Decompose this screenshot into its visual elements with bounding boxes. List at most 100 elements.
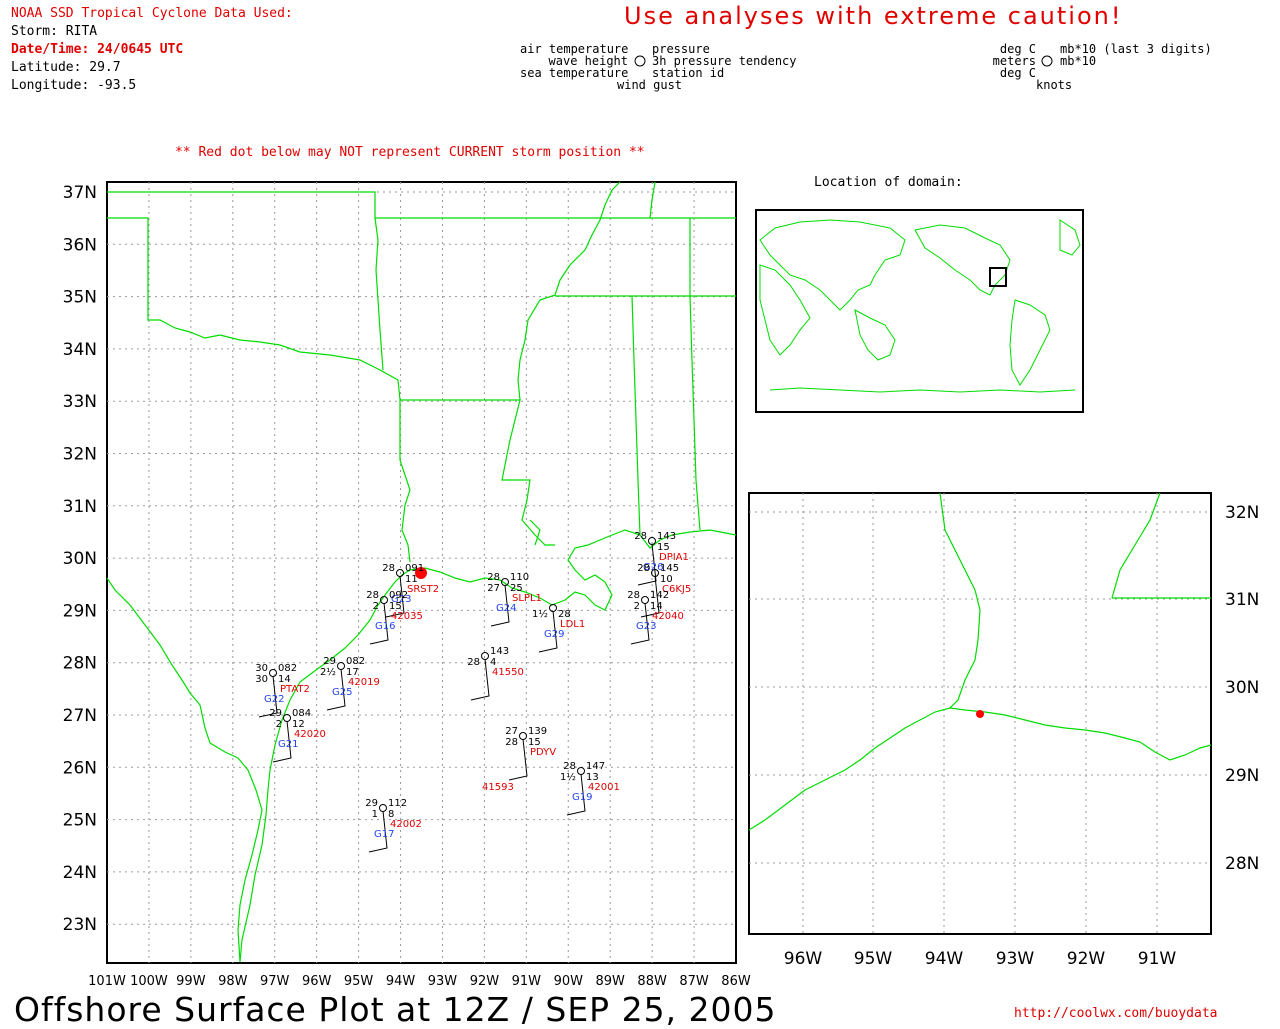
station-gust: G23: [636, 621, 656, 632]
lat-tick-label: 32N: [63, 445, 97, 465]
station-id: SRST2: [407, 584, 439, 595]
station-id: 42002: [390, 819, 422, 830]
station-pressure: 092: [389, 590, 408, 601]
zoom-lat-tick-label: 32N: [1225, 503, 1259, 523]
station-tendency: 28: [558, 609, 571, 620]
zoom-map: 32N 31N 30N 29N 28N 96W 95W 94W 93W 92W 91W: [748, 492, 1259, 969]
station-pressure: 147: [586, 761, 605, 772]
station-id: PTAT2: [280, 684, 310, 695]
units-wave-height: meters: [992, 54, 1036, 68]
station-wave-height: 2: [276, 719, 282, 730]
station-air-temp: 28: [382, 563, 395, 574]
lat-tick-label: 25N: [63, 811, 97, 831]
legend-air-temperature: air temperature: [520, 42, 629, 56]
station-tendency: 15: [528, 737, 541, 748]
station-wave-height: 1½: [560, 771, 576, 783]
station-air-temp: 29: [365, 798, 378, 809]
station-air-temp: 28: [627, 590, 640, 601]
station-gust: G17: [374, 829, 394, 840]
main-map-coastlines: [106, 181, 737, 963]
station-tendency: 11: [405, 574, 418, 585]
station-gust: G23: [391, 594, 411, 605]
legend-station-id: station id: [652, 66, 725, 80]
station-air-temp: 28: [487, 572, 500, 583]
lat-tick-label: 33N: [63, 392, 97, 412]
lon-tick-label: 94W: [386, 974, 416, 989]
domain-box: [989, 267, 1007, 287]
zoom-map-grid: [749, 493, 1211, 934]
station-id: 42019: [348, 677, 380, 688]
station-id: 42035: [391, 611, 423, 622]
inset-frame: [755, 209, 1084, 413]
legend-units-right: mb*10 (last 3 digits) mb*10: [1060, 43, 1212, 67]
station-tendency: 8: [388, 809, 394, 820]
storm-datetime: Date/Time: 24/0645 UTC: [11, 42, 184, 57]
zoom-lat-tick-label: 30N: [1225, 678, 1259, 698]
station-id: 42040: [652, 611, 684, 622]
lat-tick-label: 23N: [63, 915, 97, 935]
station-gust: G29: [544, 629, 564, 640]
lat-tick-label: 34N: [63, 340, 97, 360]
station-id: PDYV: [530, 747, 556, 758]
lat-tick-label: 27N: [63, 706, 97, 726]
station-pressure: 110: [510, 572, 529, 583]
station-tendency: 15: [389, 601, 402, 612]
lat-tick-label: 37N: [63, 183, 97, 203]
station-pressure: 082: [346, 656, 365, 667]
legend-units-left: deg C meters deg C: [990, 43, 1036, 79]
source-url[interactable]: http://coolwx.com/buoydata: [1014, 1006, 1218, 1021]
station-id: C6KJ5: [662, 584, 691, 595]
station-wave-height: 28: [505, 737, 518, 748]
station-pressure: 112: [388, 798, 407, 809]
station-air-temp: 27: [505, 726, 518, 737]
zoom-lon-tick-label: 95W: [854, 949, 893, 969]
lon-tick-label: 87W: [679, 974, 709, 989]
units-pressure: mb*10 (last 3 digits): [1060, 42, 1212, 56]
legend-wind-gust: wind gust: [617, 78, 683, 92]
station-id: 42001: [588, 782, 620, 793]
station-plot[interactable]: 41593: [482, 782, 514, 793]
wind-barb: [272, 720, 292, 763]
zoom-lon-tick-label: 92W: [1067, 949, 1106, 969]
wind-barb: [385, 575, 405, 618]
station-tendency: 15: [657, 542, 670, 553]
station-tendency: 13: [586, 772, 599, 783]
lon-tick-label: 89W: [595, 974, 625, 989]
station-id: 42020: [294, 729, 326, 740]
wind-barb: [368, 810, 388, 853]
station-wave-height: 1½: [532, 608, 548, 620]
units-air-temperature: deg C: [999, 42, 1036, 56]
legend-station-circle: [634, 55, 646, 67]
wind-barb: [508, 738, 528, 781]
station-wave-height: 2½: [320, 666, 336, 678]
lon-tick-label: 86W: [721, 974, 751, 989]
zoom-lon-tick-label: 94W: [925, 949, 964, 969]
storm-latitude: Latitude: 29.7: [11, 60, 121, 75]
station-gust: G26: [643, 562, 663, 573]
zoom-lon-tick-label: 96W: [784, 949, 823, 969]
source-title: NOAA SSD Tropical Cyclone Data Used:: [11, 6, 293, 21]
wind-barb: [470, 658, 490, 701]
main-map-ticks: 37N 36N 35N 34N 33N 32N 31N 30N 29N 28N 27N 26N 25N 2…: [63, 183, 751, 989]
inset-label: Location of domain:: [814, 175, 963, 190]
plot-title: Offshore Surface Plot at 12Z / SEP 25, 2…: [14, 990, 777, 1029]
station-pressure: 143: [490, 646, 509, 657]
lat-tick-label: 29N: [63, 601, 97, 621]
wind-barb: [369, 602, 389, 645]
legend-wave-height: wave height: [548, 54, 628, 68]
